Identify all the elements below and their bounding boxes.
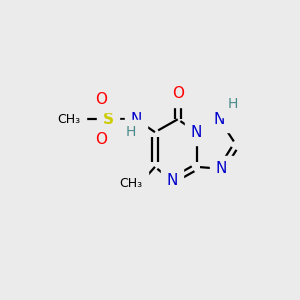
Text: S: S: [103, 112, 114, 127]
Text: CH₃: CH₃: [119, 177, 142, 190]
Text: N: N: [130, 112, 142, 127]
Text: H: H: [126, 125, 136, 139]
Text: N: N: [166, 173, 178, 188]
Text: N: N: [216, 161, 227, 176]
Text: CH₃: CH₃: [58, 113, 81, 126]
Text: O: O: [95, 132, 107, 147]
Text: N: N: [191, 125, 202, 140]
Text: O: O: [95, 92, 107, 107]
Text: H: H: [228, 98, 238, 111]
Text: N: N: [214, 112, 225, 127]
Text: O: O: [172, 86, 184, 101]
